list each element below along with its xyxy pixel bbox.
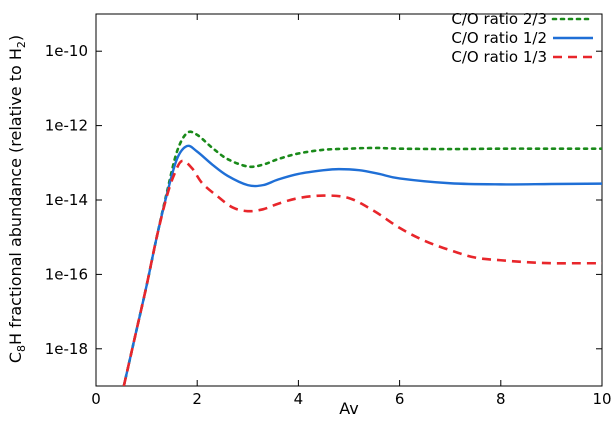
y-tick-label: 1e-14 bbox=[45, 191, 88, 209]
y-tick-label: 1e-12 bbox=[45, 117, 88, 135]
x-tick-label: 0 bbox=[91, 390, 101, 408]
x-axis-title: Av bbox=[339, 399, 358, 418]
y-tick-label: 1e-10 bbox=[45, 42, 88, 60]
y-tick-label: 1e-18 bbox=[45, 340, 88, 358]
legend: C/O ratio 2/3C/O ratio 1/2C/O ratio 1/3 bbox=[451, 10, 593, 66]
x-tick-label: 6 bbox=[395, 390, 405, 408]
legend-label: C/O ratio 1/2 bbox=[451, 29, 547, 47]
x-tick-label: 10 bbox=[592, 390, 611, 408]
x-tick-label: 8 bbox=[496, 390, 506, 408]
legend-label: C/O ratio 1/3 bbox=[451, 48, 547, 66]
series-line-3 bbox=[124, 161, 602, 386]
series-line-2 bbox=[124, 146, 602, 386]
x-tick-label: 2 bbox=[192, 390, 202, 408]
axis-ticks: 0 2 4 6 8 10 1e-10 1e-12 1e-14 1e-16 1e-18 bbox=[45, 14, 612, 408]
x-tick-label: 4 bbox=[294, 390, 304, 408]
legend-label: C/O ratio 2/3 bbox=[451, 10, 547, 28]
plot-frame bbox=[96, 14, 602, 386]
y-tick-label: 1e-16 bbox=[45, 265, 88, 283]
series-lines bbox=[124, 132, 602, 386]
y-axis-title: C8H fractional abundance (relative to H2… bbox=[6, 35, 28, 363]
plot-border bbox=[96, 14, 602, 386]
